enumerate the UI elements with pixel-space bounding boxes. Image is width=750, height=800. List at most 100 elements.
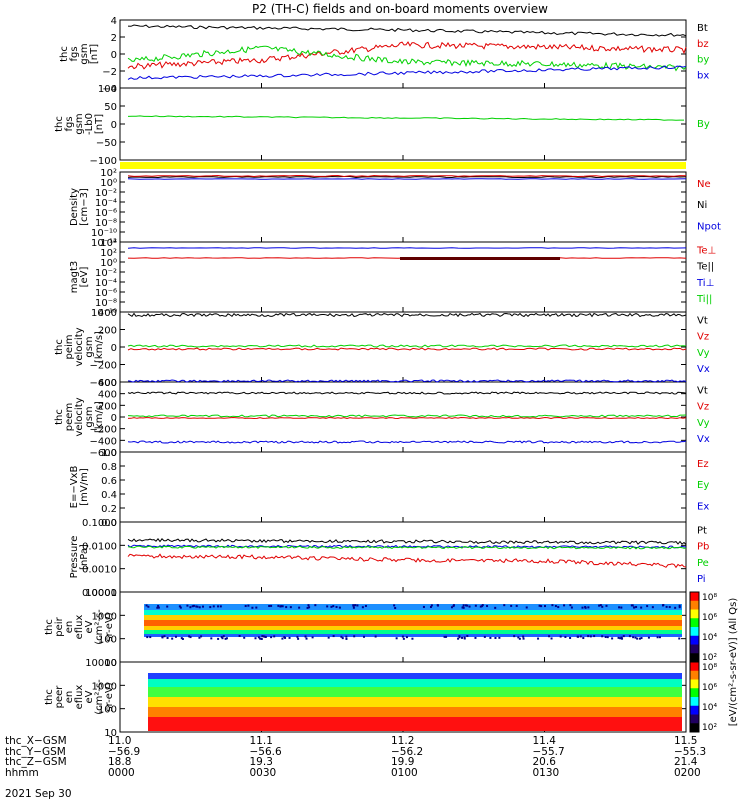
ylabel-evel-4: [km/s] (94, 401, 105, 433)
legend-efield-2: Ex (697, 501, 709, 512)
ion-spec-speckle (192, 604, 195, 607)
ion-spec-speckle (305, 637, 308, 640)
legend-fgs_by-0: By (697, 119, 710, 130)
ion-spec-speckle (288, 636, 291, 639)
ion-spec-speckle (462, 606, 465, 609)
ion-spec-speckle (601, 635, 604, 638)
ion-spec-speckle (661, 604, 664, 607)
ion-spec-speckle (489, 636, 492, 639)
ion-spec-speckle (656, 636, 659, 639)
legend-pressure-2: Pe (697, 558, 709, 569)
ylabel-ion_spec-6: sr-eV) (104, 612, 115, 641)
ion-colorbar-tick-0: 10⁸ (702, 593, 717, 603)
panel-fgs_by: 100 50 0 −50 −100 thc fgs gsm -Lb0 [nT] By (54, 84, 710, 167)
ylabel-ivel-2: velocity (74, 327, 85, 366)
ion-spec-speckle (468, 605, 471, 608)
series-evel-vz (127, 416, 687, 420)
ion-spec-speckle (494, 636, 497, 639)
tick-label-fgs-1: 2 (111, 33, 117, 44)
ele-colorbar-swatch-4 (690, 697, 699, 707)
ion-spec-speckle (306, 606, 309, 609)
ion-spec-speckle (481, 604, 484, 607)
ion-spec-speckle (646, 605, 649, 608)
tick-label-fgs-3: −2 (102, 67, 117, 78)
tick-label-evel-4: −200 (90, 425, 117, 436)
ion-spec-speckle (147, 605, 150, 608)
ion-spec-speckle (326, 605, 329, 608)
series-pb (127, 553, 687, 569)
ylabel-ele_spec-6: sr-eV) (104, 682, 115, 711)
ion-spec-speckle (593, 635, 596, 638)
ion-spec-speckle (668, 606, 671, 609)
ele-spectrogram-band-3 (148, 697, 682, 707)
tick-label-ele_spec-3: 10 (104, 728, 117, 739)
legend-fgs-3: bx (697, 71, 709, 82)
footer-cell: 19.3 (249, 756, 273, 768)
ion-spec-speckle (581, 606, 584, 609)
panel-frame-ivel (119, 311, 687, 383)
tick-label-density-3: 10⁻⁴ (95, 198, 117, 209)
ion-spec-speckle (212, 605, 215, 608)
date-label: 2021 Sep 30 (5, 788, 72, 800)
tick-label-efield-5: 0.0 (101, 518, 117, 529)
tick-label-temp-2: 10⁰ (100, 258, 117, 269)
ele-spectrogram-band-1 (148, 679, 682, 687)
ion-spec-speckle (498, 636, 501, 639)
ion-spec-speckle (463, 636, 466, 639)
ion-spec-speckle (540, 605, 543, 608)
ion-spec-speckle (279, 605, 282, 608)
ion-spec-speckle (157, 604, 160, 607)
tick-label-ele_spec-0: 10000 (85, 658, 117, 669)
ion-spec-speckle (393, 604, 396, 607)
ion-spec-speckle (356, 604, 359, 607)
series-ivel-vz (127, 347, 687, 351)
ele-colorbar-swatch-3 (690, 688, 699, 698)
tick-label-evel-2: 200 (98, 401, 117, 412)
ion-spec-speckle (332, 605, 335, 608)
ion-spec-speckle (225, 637, 228, 640)
ion-spec-speckle (156, 606, 159, 609)
footer-cell: −56.2 (391, 745, 424, 758)
legend-density-1: Ni (697, 200, 707, 211)
footer-cell: 11.5 (674, 735, 698, 747)
ion-spec-speckle (620, 636, 623, 639)
ion-spec-speckle (330, 605, 333, 608)
panel-frame-efield (119, 451, 687, 523)
ion-spec-speckle (538, 604, 541, 607)
ylabel-evel-3: gsm (84, 406, 95, 427)
ion-spec-speckle (353, 635, 356, 638)
ion-spectrogram-band-4 (144, 626, 682, 630)
ele-spectrogram-band-0 (148, 673, 682, 679)
ion-spec-speckle (335, 605, 338, 608)
ion-spec-speckle (548, 635, 551, 638)
ion-spec-speckle (304, 635, 307, 638)
ion-spec-speckle (254, 637, 257, 640)
ion-spec-speckle (289, 606, 292, 609)
tick-label-fgs-0: 4 (111, 16, 117, 27)
plot-title: P2 (TH-C) fields and on-board moments ov… (252, 2, 548, 16)
ion-spec-speckle (461, 636, 464, 639)
ion-spec-speckle (284, 636, 287, 639)
ion-spec-speckle (166, 605, 169, 608)
ion-colorbar-tick-3: 10² (702, 653, 717, 663)
ion-spec-speckle (145, 604, 148, 607)
ion-spec-speckle (181, 637, 184, 640)
footer-cell: 11.1 (249, 735, 273, 747)
ion-spec-speckle (486, 605, 489, 608)
ion-spec-speckle (564, 635, 567, 638)
ion-spec-speckle (238, 635, 241, 638)
tick-label-ele_spec-1: 1000 (92, 681, 117, 692)
ion-spec-speckle (273, 635, 276, 638)
ion-spec-speckle (678, 637, 681, 640)
ion-spec-speckle (513, 635, 516, 638)
ylabel-ele_spec-4: eV (84, 690, 95, 703)
ion-spec-speckle (579, 635, 582, 638)
ion-spec-speckle (217, 605, 220, 608)
ion-spec-speckle (479, 605, 482, 608)
tick-label-temp-6: 10⁻⁸ (95, 298, 117, 309)
ion-spec-speckle (268, 605, 271, 608)
ion-spec-speckle (189, 606, 192, 609)
ion-spec-speckle (551, 604, 554, 607)
ion-colorbar-swatch-4 (690, 627, 699, 637)
legend-fgs-2: by (697, 55, 709, 66)
